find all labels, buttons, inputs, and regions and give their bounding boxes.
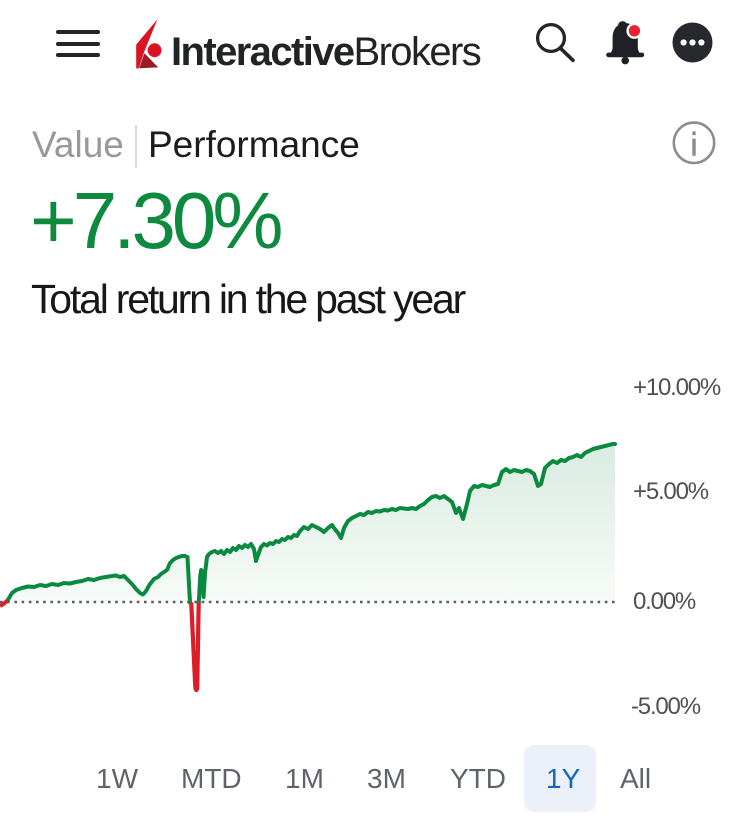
svg-text:+5.00%: +5.00%: [633, 478, 709, 505]
svg-text:+10.00%: +10.00%: [633, 374, 721, 401]
svg-text:0.00%: 0.00%: [633, 588, 696, 615]
svg-text:-5.00%: -5.00%: [631, 693, 701, 720]
